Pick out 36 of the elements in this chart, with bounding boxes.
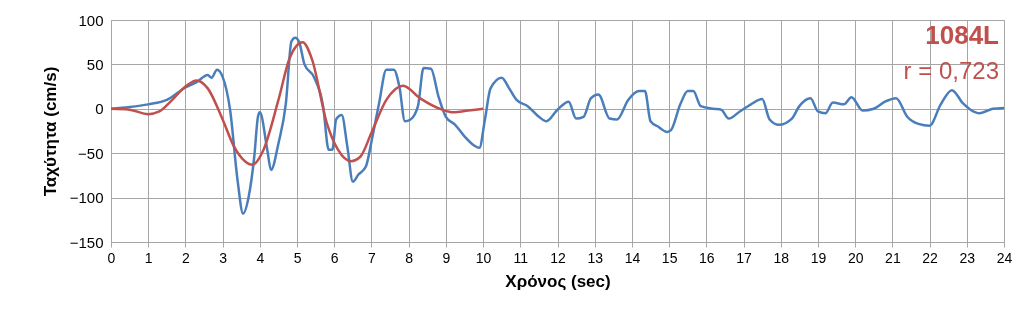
x-tick-label: 14 [624, 249, 641, 266]
x-tick-label: 24 [996, 249, 1013, 266]
x-tick-label: 17 [736, 249, 753, 266]
x-tick-label: 10 [475, 249, 492, 266]
y-axis-title: Ταχύτητα (cm/s) [40, 66, 60, 197]
y-tick-label: 0 [95, 100, 104, 118]
x-tick-label: 11 [513, 249, 529, 266]
x-tick-label: 15 [661, 249, 678, 266]
annotation: r = 0,723 [903, 57, 999, 84]
x-tick-label: 0 [107, 249, 116, 266]
x-tick-label: 20 [847, 249, 864, 266]
x-tick-label: 12 [550, 249, 566, 266]
x-tick-label: 3 [219, 249, 228, 266]
line-series [111, 40, 485, 166]
x-tick-label: 6 [330, 249, 339, 266]
y-tick-label: 50 [86, 55, 104, 73]
x-tick-label: 9 [442, 249, 451, 266]
x-tick-label: 2 [182, 249, 191, 266]
x-tick-label: 19 [810, 249, 827, 266]
x-axis-title: Χρόνος (sec) [505, 271, 611, 291]
x-tick-label: 23 [959, 249, 976, 266]
x-tick-label: 16 [699, 249, 715, 266]
x-tick-label: 8 [405, 249, 414, 266]
x-tick-label: 18 [773, 249, 790, 266]
x-tick-label: 4 [256, 249, 265, 266]
x-tick-label: 22 [922, 249, 939, 266]
y-tick-label: −100 [69, 189, 104, 207]
x-tick-label: 5 [293, 249, 302, 266]
x-tick-label: 13 [587, 249, 604, 266]
y-tick-label: −50 [78, 144, 104, 162]
x-tick-label: 21 [885, 249, 901, 266]
x-tick-label: 1 [144, 249, 153, 266]
x-tick-label: 7 [368, 249, 377, 266]
annotation: 1084L [925, 20, 1000, 50]
y-tick-label: 100 [78, 11, 104, 29]
y-tick-label: −150 [69, 233, 104, 251]
